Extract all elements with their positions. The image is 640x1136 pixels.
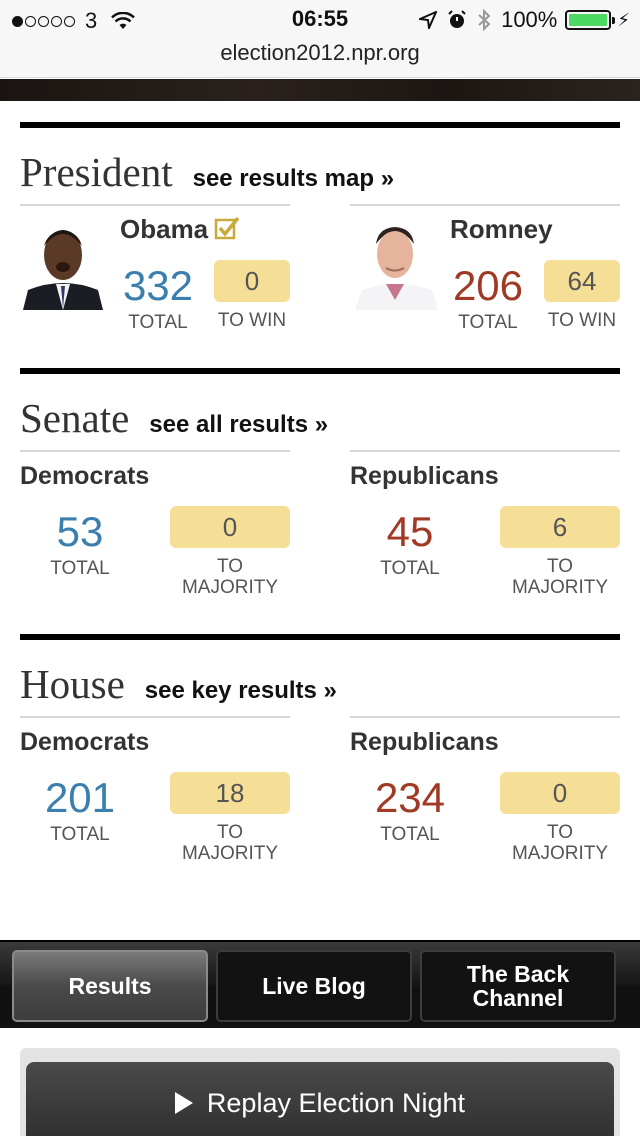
senate-democrats-total-label: TOTAL	[50, 558, 110, 579]
house-democrats-label: Democrats	[20, 728, 150, 756]
label-line-1: TO	[546, 822, 574, 843]
see-all-results-link[interactable]: see all results »	[149, 411, 329, 438]
address-url[interactable]: election2012.npr.org	[220, 40, 420, 65]
signal-dot-icon	[51, 15, 62, 27]
house-republicans-total-label: TOTAL	[380, 824, 440, 845]
label-line-1: TO	[546, 556, 574, 577]
house-republicans-to-majority-badge: 0	[500, 772, 620, 814]
carrier-name: 3	[85, 8, 98, 33]
senate-democrats-label: Democrats	[20, 462, 150, 490]
house-democrats-total: 201	[44, 774, 116, 821]
see-results-map-link[interactable]: see results map »	[192, 165, 395, 192]
location-icon	[419, 11, 438, 29]
signal-carrier: 3	[12, 8, 136, 34]
replay-container: Replay Election Night	[20, 1048, 620, 1136]
alarm-icon	[448, 10, 466, 28]
romney-to-win-label: TO WIN	[547, 310, 617, 331]
label-line-2: MAJORITY	[181, 843, 279, 864]
house-democrats-total-label: TOTAL	[50, 824, 110, 845]
candidate-name-obama: Obama	[120, 214, 240, 245]
status-time: 06:55	[291, 6, 349, 31]
section-title-senate: Senate	[20, 395, 130, 441]
column-rules	[20, 204, 620, 206]
romney-total-label: TOTAL	[458, 312, 518, 333]
replay-election-night-button[interactable]: Replay Election Night	[26, 1062, 614, 1136]
battery-percent: 100%	[501, 7, 558, 32]
house-republicans-to-majority-label: TO MAJORITY	[490, 822, 630, 864]
winner-check-icon	[214, 216, 240, 240]
bluetooth-icon	[478, 9, 491, 31]
tab-live-blog[interactable]: Live Blog	[216, 950, 412, 1022]
senate-republicans-to-majority-label: TO MAJORITY	[490, 556, 630, 598]
wifi-icon	[111, 12, 136, 29]
obama-photo	[18, 210, 108, 310]
section-divider	[20, 634, 620, 640]
house-democrats-to-majority-badge: 18	[170, 772, 290, 814]
candidate-name-romney: Romney	[450, 214, 553, 244]
president-section: President see results map »	[20, 122, 620, 206]
tab-bar: Results Live Blog The Back Channel	[0, 940, 640, 1028]
house-democrats-to-majority-label: TO MAJORITY	[160, 822, 300, 864]
signal-dot-icon	[12, 15, 23, 27]
signal-dot-icon	[38, 15, 49, 27]
replay-label: Replay Election Night	[206, 1088, 466, 1118]
tab-results[interactable]: Results	[12, 950, 208, 1022]
house-section: House see key results »	[20, 634, 620, 718]
signal-dot-icon	[25, 15, 36, 27]
obama-total-label: TOTAL	[128, 312, 188, 333]
section-divider	[20, 122, 620, 128]
label-line-1: TO	[216, 822, 244, 843]
signal-dot-icon	[64, 15, 75, 27]
see-key-results-link[interactable]: see key results »	[144, 677, 337, 704]
column-rules	[20, 716, 620, 718]
senate-republicans-total-label: TOTAL	[380, 558, 440, 579]
header-image-strip	[0, 79, 640, 101]
battery-icon	[565, 10, 616, 30]
section-divider	[20, 368, 620, 374]
column-rules	[20, 450, 620, 452]
obama-to-win-badge: 0	[214, 260, 290, 302]
senate-republicans-total: 45	[386, 508, 434, 555]
charging-icon: ⚡	[617, 9, 630, 30]
label-line-2: MAJORITY	[511, 577, 609, 598]
section-title-president: President	[20, 149, 173, 195]
senate-republicans-label: Republicans	[350, 462, 499, 490]
senate-democrats-to-majority-label: TO MAJORITY	[160, 556, 300, 598]
label-line-2: MAJORITY	[511, 843, 609, 864]
section-title-house: House	[20, 661, 125, 707]
senate-democrats-to-majority-badge: 0	[170, 506, 290, 548]
romney-photo	[350, 210, 440, 310]
obama-to-win-label: TO WIN	[217, 310, 287, 331]
senate-democrats-total: 53	[56, 508, 104, 555]
romney-total: 206	[452, 262, 524, 309]
romney-to-win-badge: 64	[544, 260, 620, 302]
senate-republicans-to-majority-badge: 6	[500, 506, 620, 548]
label-line-1: TO	[216, 556, 244, 577]
house-republicans-label: Republicans	[350, 728, 499, 756]
senate-section: Senate see all results »	[20, 368, 620, 452]
play-icon	[174, 1092, 193, 1114]
label-line-2: MAJORITY	[181, 577, 279, 598]
obama-name: Obama	[120, 214, 209, 244]
tab-the-back-channel[interactable]: The Back Channel	[420, 950, 616, 1022]
house-republicans-total: 234	[374, 774, 446, 821]
status-right: 100% ⚡	[419, 7, 630, 33]
obama-total: 332	[122, 262, 194, 309]
status-bar: 3 06:55 100% ⚡ election2012.npr.org	[0, 0, 640, 78]
